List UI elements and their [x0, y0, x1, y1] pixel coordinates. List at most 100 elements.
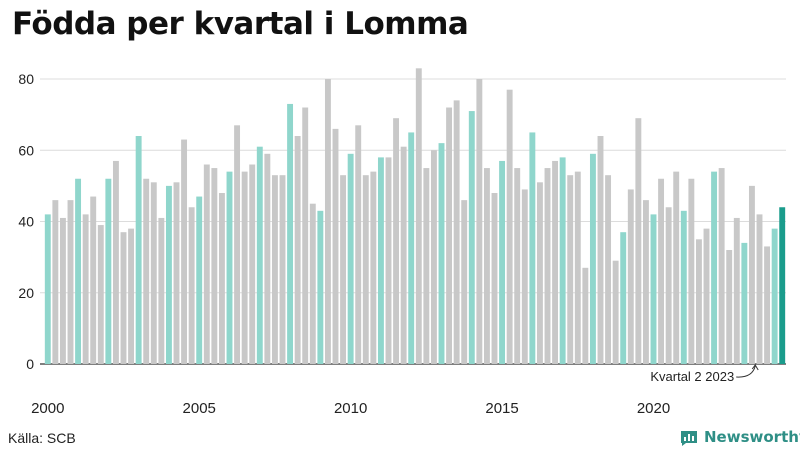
bar — [559, 157, 566, 365]
bar — [642, 200, 649, 365]
bar — [658, 178, 665, 364]
bar — [726, 250, 733, 364]
bar — [688, 178, 695, 364]
bar — [340, 175, 347, 364]
chart-title: Födda per kvartal i Lomma — [12, 6, 469, 42]
bar — [377, 157, 384, 365]
bar — [317, 210, 324, 364]
bar — [718, 168, 725, 364]
bar — [135, 136, 142, 364]
bar — [476, 79, 483, 364]
bar — [567, 175, 574, 364]
bar — [756, 214, 763, 365]
bar — [748, 185, 755, 365]
x-tick-label: 2020 — [637, 400, 670, 417]
x-axis: 2000 2005 2010 2015 2020 — [31, 400, 670, 417]
bar — [355, 125, 362, 364]
bar — [271, 175, 278, 364]
bar — [423, 168, 430, 364]
bar — [143, 178, 150, 364]
bar — [324, 79, 331, 364]
y-tick-label: 60 — [18, 142, 34, 158]
bar — [627, 189, 634, 364]
bar — [605, 175, 612, 364]
bar — [695, 239, 702, 364]
bar — [264, 153, 271, 364]
bar — [196, 196, 203, 364]
bar — [385, 157, 392, 365]
bar — [90, 196, 97, 364]
bar — [332, 128, 339, 365]
bar — [211, 168, 218, 364]
bar — [44, 214, 51, 365]
bar — [67, 200, 74, 365]
brand-name: Newsworthy — [704, 428, 800, 446]
bar — [491, 193, 498, 364]
bar — [203, 164, 210, 364]
bar — [362, 175, 369, 364]
bar — [370, 171, 377, 365]
bar — [544, 168, 551, 364]
bar — [150, 182, 157, 364]
bar — [105, 178, 112, 364]
bar — [400, 146, 407, 364]
y-tick-label: 80 — [18, 71, 34, 87]
x-tick-label: 2015 — [485, 400, 518, 417]
bar — [650, 214, 657, 365]
bar — [302, 107, 309, 364]
bar — [446, 107, 453, 364]
bar — [52, 200, 59, 365]
bar — [241, 171, 248, 365]
bar — [665, 207, 672, 364]
y-tick-label: 20 — [18, 285, 34, 301]
brand[interactable]: Newsworthy — [680, 428, 800, 446]
bar — [597, 136, 604, 364]
bar — [393, 118, 400, 364]
bar — [181, 139, 188, 364]
bar — [499, 160, 506, 364]
bar — [574, 171, 581, 365]
bar — [461, 200, 468, 365]
bar — [612, 260, 619, 364]
bar — [483, 168, 490, 364]
bar — [294, 136, 301, 364]
bar — [453, 100, 460, 365]
bar — [582, 267, 589, 364]
bar — [97, 225, 104, 364]
bar — [415, 68, 422, 364]
y-tick-label: 0 — [26, 356, 34, 372]
bar — [287, 103, 294, 364]
bar — [673, 171, 680, 365]
bar — [347, 153, 354, 364]
source-note: Källa: SCB — [8, 430, 76, 446]
bar — [680, 210, 687, 364]
bar — [733, 217, 740, 364]
bar — [408, 132, 415, 364]
bar — [188, 207, 195, 364]
bar — [589, 153, 596, 364]
bar — [711, 171, 718, 365]
bar — [112, 160, 119, 364]
bars — [44, 68, 786, 365]
bar — [438, 143, 445, 365]
bar — [249, 164, 256, 364]
annotation-arrow — [736, 365, 756, 378]
bar — [120, 232, 127, 364]
x-tick-label: 2000 — [31, 400, 64, 417]
y-axis: 0 20 40 60 80 — [18, 71, 34, 372]
bar — [226, 171, 233, 365]
y-tick-label: 40 — [18, 214, 34, 230]
bar — [82, 214, 89, 365]
bar — [468, 111, 475, 364]
bar — [234, 125, 241, 364]
bar — [59, 217, 66, 364]
bar — [521, 189, 528, 364]
bar — [158, 217, 165, 364]
bar — [741, 242, 748, 365]
bar — [506, 89, 513, 364]
bar — [279, 175, 286, 364]
bar — [218, 193, 225, 364]
bar — [552, 160, 559, 364]
bar — [771, 228, 778, 365]
